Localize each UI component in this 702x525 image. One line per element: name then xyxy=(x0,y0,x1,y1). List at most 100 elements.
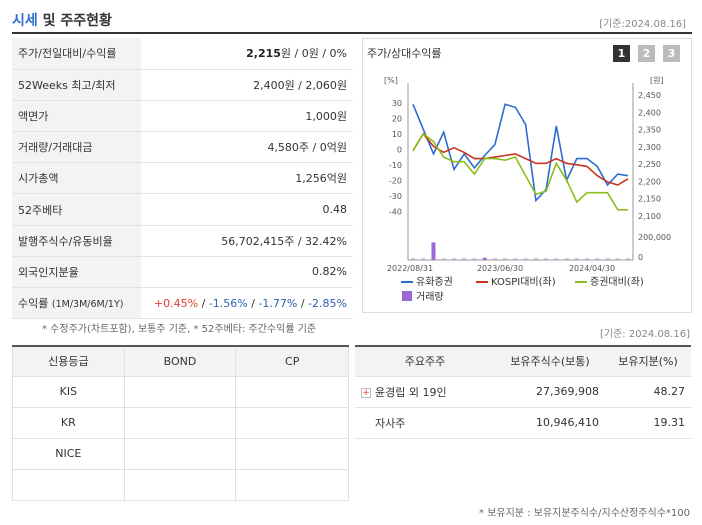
stock-row-label: 발행주식수/유동비율 xyxy=(12,225,141,257)
left-tick-label: -10 xyxy=(389,161,402,170)
holders-header-pct: 보유지분(%) xyxy=(605,345,691,377)
credit-row: KIS xyxy=(12,375,349,408)
chart-tab-2[interactable]: 2 xyxy=(638,45,655,62)
holder-name-cell: 자사주 xyxy=(355,407,495,439)
credit-header-bond: BOND xyxy=(123,345,237,377)
left-tick-label: -20 xyxy=(389,176,402,185)
return-value: -2.85% xyxy=(308,296,347,310)
stock-row-value: 1,000원 xyxy=(141,100,353,133)
holder-name: 자사주 xyxy=(375,416,406,430)
stock-row: 거래량/거래대금 4,580주 / 0억원 xyxy=(12,131,353,164)
holders-footnote: * 보유지분 : 보유지분주식수/지수산정주식수*100 xyxy=(479,508,690,519)
volume-tick-label: 0 xyxy=(638,253,643,262)
stock-info-table: 주가/전일대비/수익률 2,215원 / 0원 / 0% 52Weeks 최고/최저… xyxy=(12,38,353,320)
volume-bar xyxy=(472,258,477,260)
section-header: 시세 및 주주현황 [기준:2024.08.16] xyxy=(12,10,692,34)
left-axis-unit: [%] xyxy=(384,76,398,85)
stock-row-value: 0.48 xyxy=(141,193,353,226)
stock-row-returns: 수익률 (1M/3M/6M/1Y) +0.45% / -1.56% / -1.77… xyxy=(12,287,353,320)
return-separator: / xyxy=(198,296,209,310)
credit-cell xyxy=(235,437,349,470)
price-chart: [%] [원] 30 20 10 0 -10 -20 -30 -40 2,450 2,400 2,350… xyxy=(384,76,671,303)
stock-row-label: 액면가 xyxy=(12,100,141,133)
holder-name: 윤경립 외 19인 xyxy=(375,385,447,399)
volume-bar xyxy=(441,258,446,260)
volume-bar xyxy=(482,257,487,260)
right-tick-label: 2,350 xyxy=(638,126,661,135)
stock-row: 시가총액 1,256억원 xyxy=(12,162,353,195)
volume-bar xyxy=(513,258,518,260)
left-tick-label: -40 xyxy=(389,207,402,216)
volume-bar xyxy=(503,258,508,260)
stock-row-value: 56,702,415주 / 32.42% xyxy=(141,225,353,257)
credit-rating-table: 신용등급 BOND CP KIS KR NICE xyxy=(12,345,349,501)
volume-bar xyxy=(431,242,436,260)
credit-cell xyxy=(123,406,237,439)
volume-bar xyxy=(605,258,610,260)
current-price: 2,215 xyxy=(246,47,281,61)
title-highlight: 시세 xyxy=(12,13,38,29)
stock-row-label: 외국인지분율 xyxy=(12,256,141,289)
major-shareholders-table: 주요주주 보유주식수(보통) 보유지분(%) + 윤경립 외 19인 27,369,… xyxy=(355,345,691,439)
chart-tab-3[interactable]: 3 xyxy=(663,45,680,62)
stock-footnote: * 수정주가(차트포함), 보통주 기준, * 52주베타: 주간수익률 기준 xyxy=(42,324,317,335)
legend-price-label: 유화증권 xyxy=(416,276,453,288)
volume-bar xyxy=(523,258,528,260)
volume-bar xyxy=(411,258,415,260)
x-tick-label: 2023/06/30 xyxy=(477,264,523,273)
stock-row-label: 52Weeks 최고/최저 xyxy=(12,69,141,101)
left-tick-label: 30 xyxy=(392,99,402,108)
right-tick-label: 2,150 xyxy=(638,195,661,204)
credit-row xyxy=(12,468,349,501)
chart-tab-1[interactable]: 1 xyxy=(613,45,630,62)
credit-header-cp: CP xyxy=(235,345,349,377)
section-title: 시세 및 주주현황 xyxy=(12,10,112,30)
volume-tick-label: 200,000 xyxy=(638,233,671,242)
credit-cell xyxy=(123,375,237,408)
stock-row: 주가/전일대비/수익률 2,215원 / 0원 / 0% xyxy=(12,38,353,70)
stock-row-value: 2,400원 / 2,060원 xyxy=(141,69,353,101)
right-tick-label: 2,400 xyxy=(638,108,661,117)
return-separator: / xyxy=(247,296,259,310)
legend-volume-label: 거래량 xyxy=(416,291,444,303)
legend-kospi-label: KOSPI대비(좌) xyxy=(491,276,556,288)
volume-bar xyxy=(564,258,569,260)
title-rest: 및 주주현황 xyxy=(37,13,112,29)
holders-header-shares: 보유주식수(보통) xyxy=(495,345,605,377)
x-tick-label: 2024/04/30 xyxy=(569,264,615,273)
returns-label: 수익률 (1M/3M/6M/1Y) xyxy=(12,287,141,320)
holder-pct: 48.27 xyxy=(605,376,691,408)
stock-row-value: 4,580주 / 0억원 xyxy=(141,131,353,164)
credit-cell xyxy=(123,468,237,501)
volume-bar xyxy=(533,258,538,260)
credit-cell xyxy=(235,468,349,501)
right-tick-label: 2,100 xyxy=(638,212,661,221)
return-separator: / xyxy=(297,296,309,310)
holder-pct: 19.31 xyxy=(605,407,691,439)
expand-plus-icon[interactable]: + xyxy=(361,387,371,398)
credit-header-grade: 신용등급 xyxy=(12,345,125,377)
right-tick-label: 2,300 xyxy=(638,143,661,152)
volume-bar xyxy=(595,258,600,260)
chart-panel: 주가/상대수익률 1 2 3 [%] [원] 30 20 10 0 -10 -20 -30 -40… xyxy=(362,38,692,313)
return-value: +0.45% xyxy=(153,296,199,310)
holder-shares: 27,369,908 xyxy=(495,376,605,408)
returns-label-text: 수익률 xyxy=(18,297,49,311)
returns-values: +0.45% / -1.56% / -1.77% / -2.85% xyxy=(141,287,353,320)
stock-row-label: 거래량/거래대금 xyxy=(12,131,141,164)
volume-bar xyxy=(574,258,579,260)
stock-row-label: 주가/전일대비/수익률 xyxy=(12,38,141,70)
legend-sector-label: 증권대비(좌) xyxy=(590,276,644,288)
credit-cell xyxy=(123,437,237,470)
sector-relative-line xyxy=(412,132,628,211)
credit-row: NICE xyxy=(12,437,349,470)
x-tick-label: 2022/08/31 xyxy=(387,264,433,273)
chart-title: 주가/상대수익률 xyxy=(367,47,442,60)
price-change: 원 / 0원 / 0% xyxy=(280,47,347,61)
left-tick-label: 20 xyxy=(392,114,402,123)
stock-row-label: 시가총액 xyxy=(12,162,141,195)
holders-base-date: [기준: 2024.08.16] xyxy=(599,329,690,340)
right-tick-label: 2,450 xyxy=(638,91,661,100)
base-date: [기준:2024.08.16] xyxy=(599,19,686,30)
volume-bar xyxy=(421,258,426,260)
